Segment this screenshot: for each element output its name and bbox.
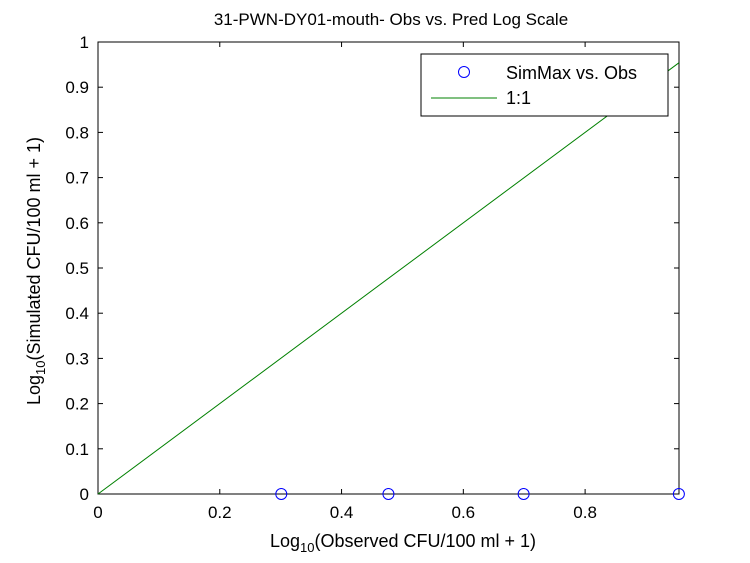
y-axis-label-prefix: Log (24, 375, 44, 405)
y-tick-label: 0.2 (65, 395, 89, 414)
y-axis-label-rest: (Simulated CFU/100 ml + 1) (24, 137, 44, 361)
x-tick-label: 0 (93, 503, 102, 522)
x-axis-label-prefix: Log (270, 531, 300, 551)
x-axis-label: Log10(Observed CFU/100 ml + 1) (270, 531, 536, 555)
y-tick-label: 1 (80, 33, 89, 52)
series-line-1to1 (97, 62, 680, 495)
y-tick-label: 0.1 (65, 440, 89, 459)
data-point (382, 488, 395, 500)
x-axis-label-rest: (Observed CFU/100 ml + 1) (314, 531, 536, 551)
legend-label-1to1: 1:1 (506, 88, 531, 108)
y-tick-label: 0.4 (65, 304, 89, 323)
legend-label-scatter: SimMax vs. Obs (506, 63, 637, 83)
x-tick-label: 0.4 (330, 503, 354, 522)
y-tick-label: 0.8 (65, 123, 89, 142)
legend-marker-scatter (458, 66, 470, 78)
x-tick-label: 0.2 (208, 503, 232, 522)
data-point (672, 488, 685, 500)
chart-title: 31-PWN-DY01-mouth- Obs vs. Pred Log Scal… (214, 10, 568, 29)
legend-box (420, 53, 669, 117)
y-tick-label: 0.6 (65, 214, 89, 233)
x-tick-label: 0.8 (573, 503, 597, 522)
series-layer (97, 62, 685, 500)
y-tick-label: 0.3 (65, 349, 89, 368)
y-tick-label: 0.5 (65, 259, 89, 278)
legend: SimMax vs. Obs 1:1 (420, 53, 669, 117)
y-tick-label: 0.7 (65, 169, 89, 188)
y-axis-label: Log10(Simulated CFU/100 ml + 1) (24, 137, 48, 405)
y-tick-label: 0.9 (65, 78, 89, 97)
x-axis-label-sub: 10 (300, 540, 314, 555)
plot-area (97, 41, 680, 495)
y-axis-label-sub: 10 (33, 361, 48, 375)
data-point (517, 488, 530, 500)
axis-ticks: 0 0.2 0.4 0.6 0.8 0 0.1 0.2 0.3 0.4 0.5 0.6 0.7 0.8 0.… (65, 33, 679, 522)
x-tick-label: 0.6 (452, 503, 476, 522)
y-tick-label: 0 (80, 485, 89, 504)
plot-frame (97, 41, 680, 495)
data-point (275, 488, 288, 500)
